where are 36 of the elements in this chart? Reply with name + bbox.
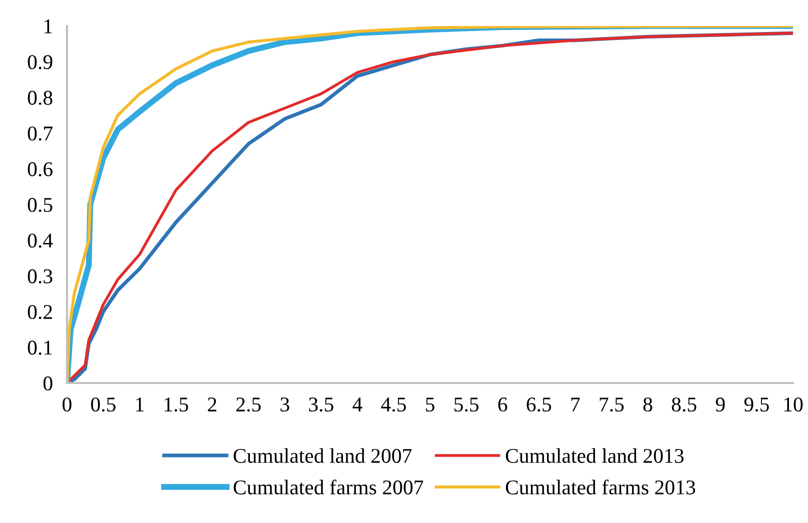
y-tick-label: 0.2 (28, 304, 52, 320)
x-tick-label: 2 (208, 398, 216, 412)
y-tick-label: 0.7 (28, 126, 53, 141)
legend-label: Cumulated land 2013 (506, 448, 684, 463)
y-tick-label: 0 (43, 376, 52, 390)
y-tick-label: 0.8 (28, 90, 52, 105)
x-tick-label: 8.5 (672, 397, 696, 412)
x-tick-label: 0.5 (91, 397, 116, 412)
y-tick-label: 0.6 (28, 162, 52, 176)
x-tick-label: 1.5 (164, 398, 188, 412)
x-tick-label: 9 (716, 398, 725, 412)
x-tick-label: 2.5 (236, 398, 261, 412)
x-tick-label: 1 (136, 398, 144, 412)
x-tick-label: 0 (62, 397, 72, 412)
y-tick-label: 1 (44, 19, 52, 34)
x-tick-label: 3.5 (309, 398, 334, 412)
y-tick-label: 0.5 (28, 198, 52, 212)
legend-label: Cumulated land 2007 (234, 448, 412, 463)
x-tick-label: 5.5 (454, 398, 479, 412)
x-tick-label: 9.5 (744, 398, 769, 412)
x-tick-label: 10 (784, 397, 803, 412)
x-tick-label: 7 (571, 398, 580, 412)
x-tick-label: 7.5 (600, 398, 624, 412)
legend-label: Cumulated farms 2013 (506, 480, 696, 494)
y-tick-label: 0.3 (28, 269, 52, 284)
y-tick-label: 0.1 (28, 340, 52, 355)
x-tick-label: 5 (426, 398, 434, 412)
x-tick-label: 8 (643, 397, 652, 412)
x-tick-label: 3 (280, 398, 290, 412)
y-tick-label: 0.4 (28, 234, 53, 248)
x-tick-label: 4.5 (381, 398, 406, 412)
x-tick-label: 6 (498, 398, 508, 412)
x-tick-label: 4 (352, 398, 362, 412)
legend-label: Cumulated farms 2007 (234, 480, 424, 494)
x-tick-label: 6.5 (526, 398, 552, 412)
y-tick-label: 0.9 (28, 55, 52, 70)
